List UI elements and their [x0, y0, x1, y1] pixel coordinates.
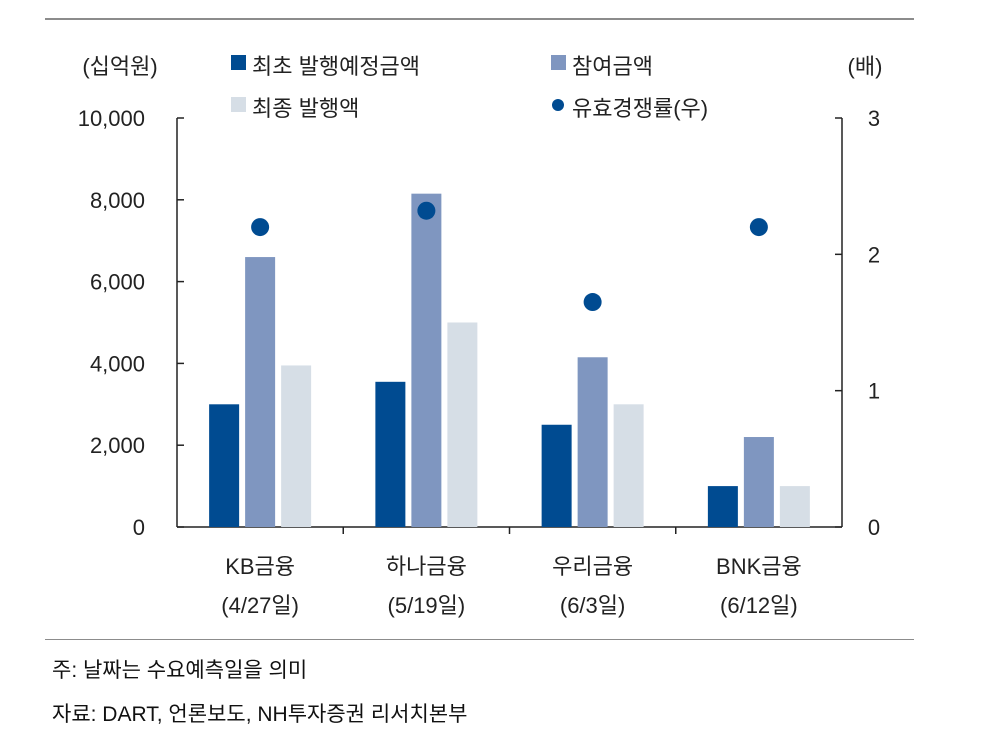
legend-item-final: 최종 발행액	[231, 96, 359, 121]
legend-item-initial: 최초 발행예정금액	[231, 54, 420, 79]
y-left-tick-label: 4,000	[90, 351, 145, 376]
y-left-tick-label: 0	[133, 515, 145, 540]
competition-point	[749, 218, 768, 237]
x-tick-label: BNK금융	[716, 554, 802, 579]
bar-0	[541, 424, 572, 527]
y-right-tick-label: 1	[868, 379, 880, 404]
x-tick-sublabel: (5/19일)	[388, 593, 466, 618]
bar-1	[743, 437, 774, 527]
legend-label-participation: 참여금액	[572, 54, 653, 79]
bar-2	[281, 365, 312, 527]
plot-area: 0 2,000 4,000 6,000 8,000 10,000 0 1 2 3 KB금융 (4/27…	[78, 106, 880, 618]
y-left-tick-label: 6,000	[90, 270, 145, 295]
y-right-tick-label: 2	[868, 242, 880, 267]
x-tick-label: 하나금융	[386, 554, 467, 579]
competition-point	[417, 201, 436, 220]
bar-1	[411, 193, 442, 528]
y-right-tick-label: 3	[868, 106, 880, 131]
legend-item-competition: 유효경쟁률(우)	[552, 96, 708, 121]
competition-point	[583, 293, 602, 312]
legend-swatch-participation	[551, 55, 566, 70]
x-tick-sublabel: (6/12일)	[720, 593, 798, 618]
legend: 최초 발행예정금액 참여금액 최종 발행액 유효경쟁률(우)	[231, 54, 708, 121]
bar-0	[707, 486, 738, 527]
x-tick-label: KB금융	[225, 554, 295, 579]
legend-item-participation: 참여금액	[551, 54, 653, 79]
x-tick-label: 우리금융	[552, 554, 633, 579]
y-right-unit: (배)	[848, 54, 883, 79]
legend-label-competition: 유효경쟁률(우)	[572, 96, 708, 121]
bar-0	[209, 404, 240, 527]
bar-2	[447, 322, 478, 527]
bar-1	[577, 357, 608, 527]
y-left-tick-label: 2,000	[90, 433, 145, 458]
competition-point	[251, 218, 270, 237]
x-tick-sublabel: (4/27일)	[221, 593, 299, 618]
x-tick-sublabel: (6/3일)	[560, 593, 625, 618]
y-left-tick-label: 8,000	[90, 188, 145, 213]
legend-label-final: 최종 발행액	[252, 96, 359, 121]
legend-label-initial: 최초 발행예정금액	[252, 54, 420, 79]
y-right-tick-label: 0	[868, 515, 880, 540]
bar-2	[613, 404, 644, 527]
bar-2	[779, 486, 810, 527]
y-left-unit: (십억원)	[82, 54, 157, 79]
legend-swatch-initial	[231, 55, 246, 70]
legend-swatch-final	[231, 97, 246, 112]
y-left-tick-label: 10,000	[78, 106, 145, 131]
footnote: 주: 날짜는 수요예측일을 의미	[52, 659, 308, 682]
legend-marker-competition	[552, 99, 564, 111]
bar-0	[375, 381, 406, 527]
source-note: 자료: DART, 언론보도, NH투자증권 리서치본부	[52, 703, 468, 726]
chart: (십억원) (배) 최초 발행예정금액 참여금액 최종 발행액 유효경쟁률(우)…	[45, 18, 914, 640]
bar-1	[245, 257, 276, 527]
